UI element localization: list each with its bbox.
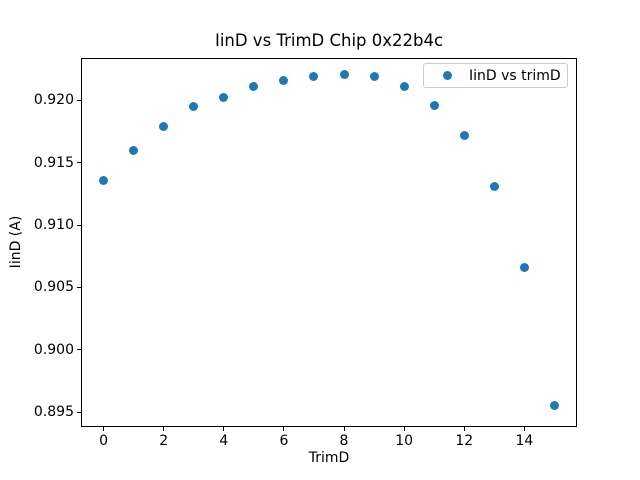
legend: IinD vs trimD [423, 63, 568, 88]
data-point [159, 122, 169, 132]
legend-label: IinD vs trimD [469, 67, 561, 84]
y-tick-label: 0.905 [33, 279, 74, 296]
data-point [339, 69, 349, 79]
x-axis-label: TrimD [308, 450, 350, 466]
y-tick-label: 0.895 [33, 404, 74, 421]
y-tick-label: 0.910 [33, 217, 74, 234]
x-tick-label: 12 [455, 433, 474, 449]
legend-marker-dot [443, 71, 452, 80]
data-point [309, 72, 319, 82]
y-tick-label: 0.900 [33, 341, 74, 358]
data-point [459, 130, 469, 140]
y-tick-label: 0.915 [33, 154, 74, 171]
plot-area [81, 58, 577, 427]
x-tick-label: 2 [159, 433, 169, 449]
data-point [219, 93, 229, 103]
y-tick-mark [77, 349, 81, 351]
data-point [189, 102, 199, 112]
x-tick-label: 6 [279, 433, 289, 449]
data-point [99, 175, 109, 185]
data-point [279, 75, 289, 85]
x-tick-label: 0 [99, 433, 108, 449]
x-tick-label: 8 [339, 433, 349, 449]
y-tick-label: 0.920 [33, 92, 74, 109]
y-tick-mark [77, 162, 81, 164]
x-tick-mark [523, 427, 525, 431]
chart-title: IinD vs TrimD Chip 0x22b4c [214, 31, 444, 50]
y-tick-mark [77, 224, 81, 226]
y-tick-mark [77, 286, 81, 288]
x-tick-label: 14 [515, 433, 534, 449]
x-tick-mark [463, 427, 465, 431]
x-tick-mark [283, 427, 285, 431]
y-axis-label: IinD (A) [8, 215, 24, 269]
y-tick-mark [77, 99, 81, 101]
x-tick-mark [343, 427, 345, 431]
x-tick-label: 4 [219, 433, 229, 449]
x-tick-mark [403, 427, 405, 431]
data-point [489, 181, 499, 191]
x-tick-mark [163, 427, 165, 431]
x-tick-mark [103, 427, 105, 431]
data-point [129, 145, 139, 155]
data-point [399, 82, 409, 92]
x-tick-mark [223, 427, 225, 431]
data-point [249, 82, 259, 92]
data-point [369, 72, 379, 82]
data-point [519, 262, 529, 272]
x-tick-label: 10 [395, 433, 414, 449]
y-tick-mark [77, 411, 81, 413]
data-point [549, 401, 559, 411]
data-point [429, 100, 439, 110]
